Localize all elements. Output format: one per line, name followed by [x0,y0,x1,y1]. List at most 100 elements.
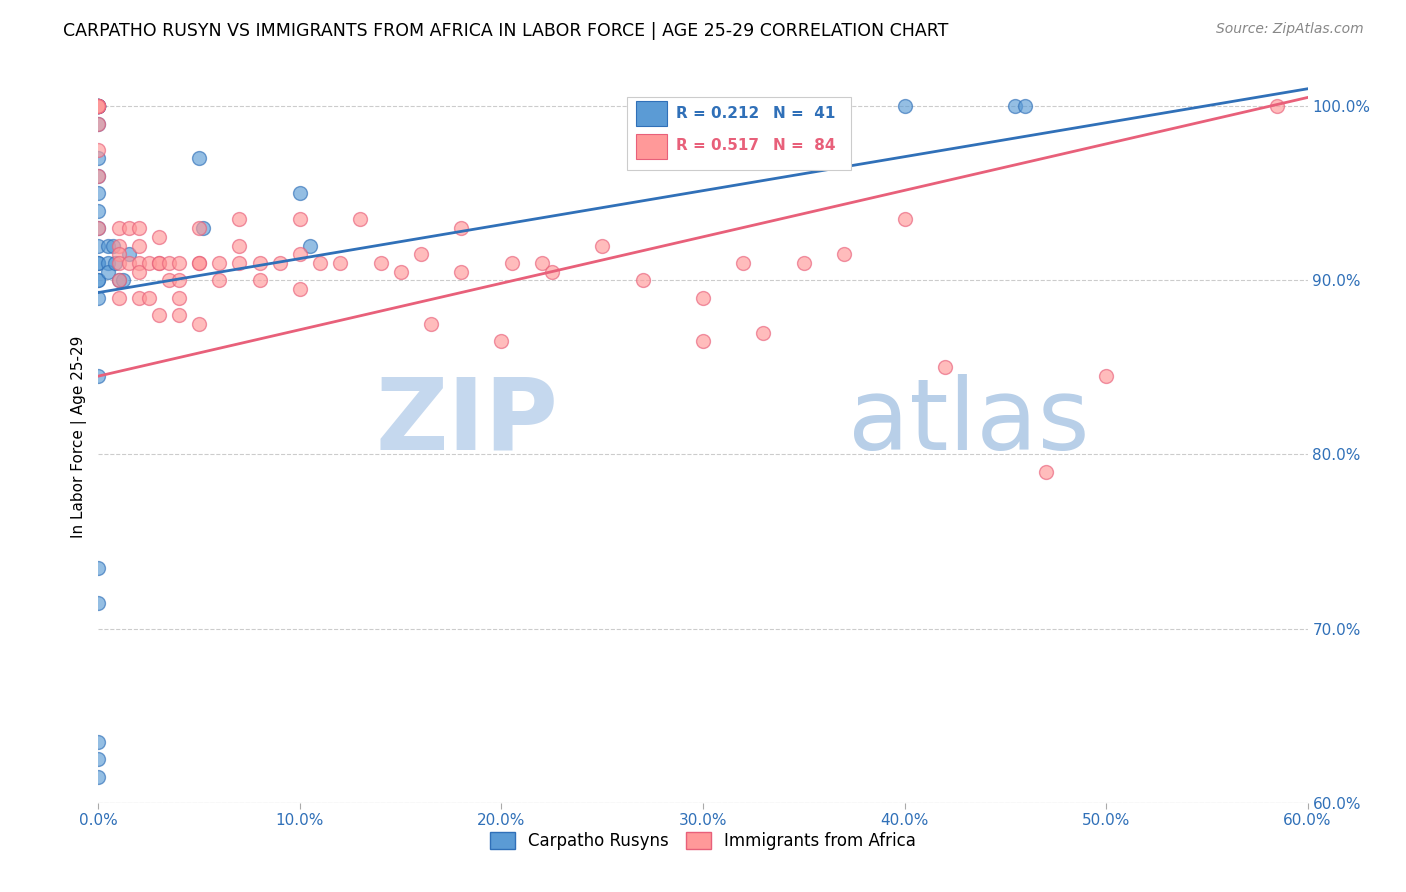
Point [167,308,190,322]
Point [107,221,129,235]
Point [107,273,129,287]
Point [228,256,250,270]
Text: N =  41: N = 41 [773,105,835,120]
Point [793,256,815,270]
Point [288,186,311,201]
Point [188,152,211,166]
Point [87,256,110,270]
Point [128,291,150,305]
Point [167,256,190,270]
Point [87,221,110,235]
Point [1095,369,1118,384]
Point [87,117,110,131]
Point [1035,465,1057,479]
Text: R = 0.212: R = 0.212 [676,105,759,120]
Text: N =  84: N = 84 [773,138,835,153]
Point [692,334,714,349]
Point [450,221,472,235]
Point [107,291,129,305]
Point [491,334,513,349]
Point [309,256,332,270]
Point [87,99,110,113]
Point [97,256,120,270]
Y-axis label: In Labor Force | Age 25-29: In Labor Force | Age 25-29 [72,336,87,538]
Point [87,99,110,113]
Point [87,291,110,305]
Point [87,99,110,113]
Point [188,256,211,270]
Point [188,221,211,235]
Point [148,256,170,270]
Point [111,273,134,287]
Point [450,265,472,279]
Point [97,238,120,252]
Point [87,238,110,252]
Point [87,117,110,131]
Text: CARPATHO RUSYN VS IMMIGRANTS FROM AFRICA IN LABOR FORCE | AGE 25-29 CORRELATION : CARPATHO RUSYN VS IMMIGRANTS FROM AFRICA… [63,22,949,40]
Point [752,326,775,340]
Point [97,265,120,279]
Point [87,99,110,113]
Point [540,265,562,279]
Bar [637,134,666,159]
Bar [637,101,666,126]
Point [118,256,141,270]
Point [228,212,250,227]
Point [409,247,432,261]
Point [87,169,110,183]
Point [389,265,412,279]
Point [87,770,110,784]
Point [832,247,855,261]
Point [87,273,110,287]
Point [107,273,129,287]
Point [87,273,110,287]
Point [87,256,110,270]
Point [107,238,129,252]
Point [128,238,150,252]
Point [288,282,311,296]
Point [87,152,110,166]
Legend: Carpatho Rusyns, Immigrants from Africa: Carpatho Rusyns, Immigrants from Africa [484,825,922,856]
Point [893,99,915,113]
Text: atlas: atlas [848,374,1090,471]
Point [87,752,110,766]
Point [934,360,956,375]
Point [288,247,311,261]
Point [349,212,371,227]
Point [329,256,352,270]
Point [87,369,110,384]
Text: ZIP: ZIP [375,374,558,471]
Point [501,256,523,270]
Point [692,291,714,305]
Point [87,221,110,235]
Point [87,560,110,574]
Point [128,256,150,270]
Point [87,169,110,183]
Text: R = 0.517: R = 0.517 [676,138,759,153]
Point [208,256,231,270]
Point [157,273,180,287]
Bar [627,97,851,170]
Point [208,273,231,287]
Point [167,291,190,305]
Point [167,273,190,287]
Point [148,256,170,270]
Point [188,256,211,270]
Text: Source: ZipAtlas.com: Source: ZipAtlas.com [1216,22,1364,37]
Point [87,99,110,113]
Point [87,99,110,113]
Point [101,238,124,252]
Point [87,595,110,609]
Point [530,256,553,270]
Point [107,247,129,261]
Point [157,256,180,270]
Point [87,99,110,113]
Point [87,735,110,749]
Point [138,256,160,270]
Point [87,186,110,201]
Point [1014,99,1036,113]
Point [249,273,271,287]
Point [193,221,215,235]
Point [893,212,915,227]
Point [118,247,141,261]
